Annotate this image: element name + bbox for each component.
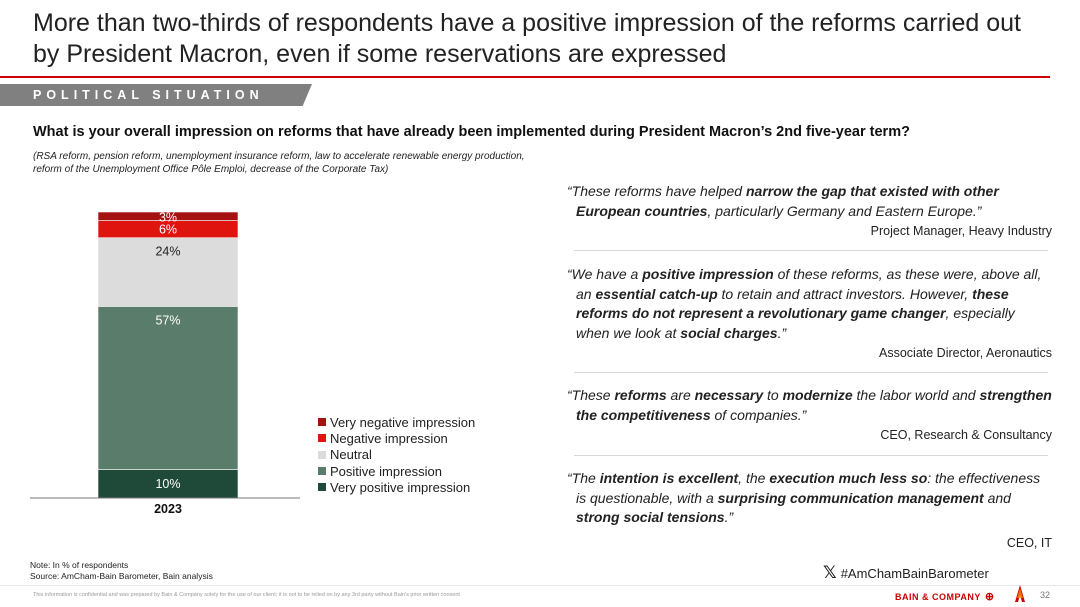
legend-swatch	[318, 418, 326, 427]
quote-block: “These reforms have helped narrow the ga…	[567, 182, 1052, 242]
quote-text: “We have a positive impression of these …	[567, 265, 1052, 343]
confidentiality-disclaimer: This information is confidential and was…	[33, 592, 460, 598]
footer-divider	[0, 585, 1080, 586]
bar-segment	[97, 469, 239, 499]
source-text: Source: AmCham-Bain Barometer, Bain anal…	[30, 571, 213, 581]
legend-swatch	[318, 450, 326, 459]
quote-block: “We have a positive impression of these …	[567, 265, 1052, 364]
quote-fragment: of these reforms, as these were, above a…	[576, 266, 1042, 302]
quote-emphasis: reforms	[614, 387, 667, 403]
quote-fragment: , particularly Germany and Eastern Europ…	[707, 202, 982, 219]
quote-author: CEO, IT	[1006, 535, 1052, 550]
quote-fragment: .”	[777, 324, 787, 341]
data-label: 3%	[159, 210, 177, 224]
quote-fragment: , especially when we look at	[576, 305, 1015, 341]
quote-emphasis: social charges	[680, 324, 778, 341]
legend-item: Neutral	[318, 447, 475, 463]
quote-emphasis: essential catch-up	[595, 285, 718, 302]
quote-block: “These reforms are necessary to moderniz…	[567, 386, 1052, 446]
reform-list-note: (RSA reform, pension reform, unemploymen…	[33, 151, 525, 175]
quote-author: Associate Director, Aeronautics	[879, 346, 1052, 360]
brand-logo: BAIN & COMPANY ⊕	[895, 590, 995, 603]
chart-legend: Very negative impression Negative impres…	[318, 414, 475, 495]
legend-item: Positive impression	[318, 463, 475, 479]
title-divider	[0, 76, 1050, 78]
quote-block: “The intention is excellent, the executi…	[567, 469, 1052, 553]
legend-item: Very negative impression	[318, 414, 475, 430]
section-label: POLITICAL SITUATION	[33, 88, 264, 102]
quote-author: Project Manager, Heavy Industry	[870, 224, 1052, 238]
quote-fragment: “These reforms have helped	[567, 183, 746, 199]
x-logo-icon: 𝕏	[823, 563, 837, 583]
quote-fragment: : the effectiveness is questionable, wit…	[576, 470, 1041, 506]
quote-divider	[574, 455, 1048, 456]
legend-label: Neutral	[330, 447, 372, 463]
quote-divider	[574, 372, 1048, 373]
legend-swatch	[318, 467, 326, 476]
quote-text: “These reforms have helped narrow the ga…	[567, 182, 1052, 221]
legend-label: Negative impression	[330, 430, 448, 446]
page-title: More than two-thirds of respondents have…	[33, 9, 1021, 68]
legend-label: Very positive impression	[330, 479, 471, 495]
survey-question: What is your overall impression on refor…	[33, 124, 910, 140]
note-text: Note: In % of respondents	[30, 560, 129, 570]
quote-fragment: the labor world and	[852, 387, 980, 403]
quote-fragment: and	[983, 489, 1011, 506]
quote-emphasis: intention is excellent	[599, 470, 739, 486]
quote-emphasis: surprising communication management	[717, 489, 984, 506]
quote-fragment: are	[666, 387, 695, 403]
quote-fragment: “The	[567, 470, 600, 486]
hashtag-link[interactable]: 𝕏 #AmChamBainBarometer	[823, 563, 989, 583]
quote-text: “These reforms are necessary to moderniz…	[567, 386, 1052, 425]
legend-item: Negative impression	[318, 430, 475, 446]
data-label: 6%	[159, 223, 177, 237]
brand-name: BAIN & COMPANY	[895, 591, 981, 602]
stacked-bar-chart: 10% 57% 24% 6%3% 2023	[30, 210, 300, 516]
quote-emphasis: modernize	[782, 387, 853, 403]
bain-mark-icon: ⊕	[984, 591, 995, 603]
quote-fragment: “We have a	[567, 266, 643, 282]
quote-author: CEO, Research & Consultancy	[880, 428, 1052, 442]
bar-segment	[97, 237, 239, 307]
legend-swatch	[318, 434, 326, 443]
quote-fragment: “These	[567, 387, 615, 403]
page-number: 32	[1040, 590, 1051, 600]
footnote: Note: In % of respondents Source: AmCham…	[30, 560, 213, 582]
quote-fragment: , the	[738, 470, 770, 486]
data-label: 57%	[155, 313, 180, 327]
quote-emphasis: narrow the gap that existed with other E…	[576, 183, 999, 219]
legend-swatch	[318, 483, 326, 492]
amcham-logo-icon	[1015, 585, 1025, 602]
quote-emphasis: strengthen the competitiveness	[576, 387, 1052, 423]
legend-label: Very negative impression	[330, 414, 476, 430]
quote-fragment: to	[763, 387, 783, 403]
quote-fragment: of companies.”	[710, 406, 807, 423]
data-label: 10%	[155, 477, 180, 491]
bar-segment	[97, 306, 239, 470]
x-tick-label: 2023	[154, 502, 182, 516]
legend-item: Very positive impression	[318, 479, 475, 495]
bar-segment	[97, 211, 239, 221]
quote-emphasis: these reforms do not represent a revolut…	[576, 285, 1009, 322]
quote-emphasis: positive impression	[642, 266, 774, 282]
hashtag-text: #AmChamBainBarometer	[840, 565, 989, 581]
quote-fragment: to retain and attract investors. However…	[717, 285, 973, 302]
quote-fragment: .”	[724, 509, 734, 525]
section-band	[0, 84, 312, 106]
legend-label: Positive impression	[330, 463, 442, 479]
quote-emphasis: execution much less so	[769, 470, 928, 486]
quote-divider	[574, 250, 1048, 251]
quote-emphasis: necessary	[694, 387, 764, 403]
quote-text: “The intention is excellent, the executi…	[567, 469, 1052, 528]
data-label: 24%	[155, 245, 180, 259]
quote-emphasis: strong social tensions	[576, 509, 725, 525]
